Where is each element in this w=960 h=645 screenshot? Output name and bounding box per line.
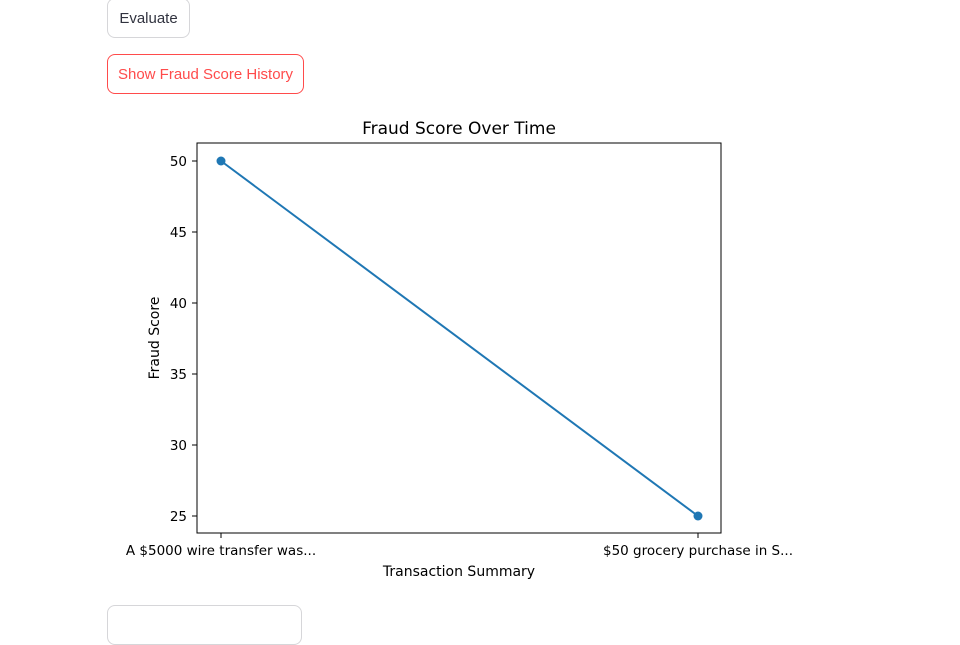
- y-axis: 25 30 35 40 45 50: [170, 154, 197, 525]
- evaluate-button[interactable]: Evaluate: [107, 0, 190, 38]
- x-tick-label: A $5000 wire transfer was...: [126, 543, 316, 559]
- data-point: [693, 511, 703, 521]
- y-tick-label: 50: [170, 154, 187, 170]
- y-tick-label: 25: [170, 509, 187, 525]
- y-tick-label: 45: [170, 225, 187, 241]
- y-tick-label: 35: [170, 367, 187, 383]
- series-markers: [216, 156, 703, 521]
- fraud-score-chart: Fraud Score Over Time 25 30 35 40 45 50 A $50…: [126, 119, 793, 580]
- evaluate-button-label: Evaluate: [119, 9, 178, 27]
- x-tick-label: $50 grocery purchase in S...: [603, 543, 793, 559]
- x-axis: A $5000 wire transfer was... $50 grocery …: [126, 533, 793, 559]
- y-tick-label: 40: [170, 296, 187, 312]
- series-line: [220, 160, 699, 517]
- next-button[interactable]: [107, 605, 302, 645]
- y-axis-label: Fraud Score: [147, 297, 163, 380]
- x-axis-label: Transaction Summary: [382, 564, 535, 580]
- y-tick-label: 30: [170, 438, 187, 454]
- plot-frame: [196, 142, 722, 534]
- data-point: [216, 156, 226, 166]
- chart-title: Fraud Score Over Time: [362, 119, 556, 139]
- show-fraud-score-history-button[interactable]: Show Fraud Score History: [107, 54, 304, 94]
- history-button-label: Show Fraud Score History: [117, 65, 294, 83]
